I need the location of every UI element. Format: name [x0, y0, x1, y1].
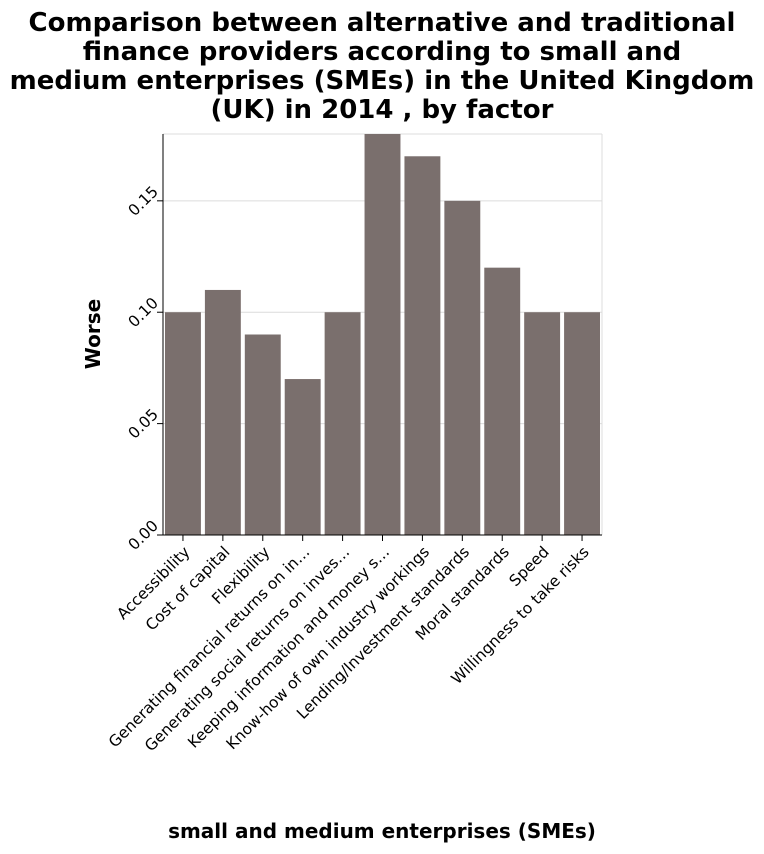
y-tick-label: 0.15: [125, 183, 162, 220]
x-axis-label: small and medium enterprises (SMEs): [168, 819, 596, 843]
y-tick-label: 0.00: [125, 517, 162, 554]
bar: [164, 312, 201, 535]
y-axis-label: Worse: [81, 299, 105, 369]
chart-title-line-3: medium enterprises (SMEs) in the United …: [10, 66, 755, 96]
y-tick-label: 0.10: [125, 294, 162, 331]
bars: [164, 134, 601, 536]
bar: [244, 334, 281, 535]
bar: [364, 134, 401, 535]
bar: [324, 312, 361, 535]
chart-title-line-1: Comparison between alternative and tradi…: [29, 8, 736, 38]
bar: [404, 156, 441, 535]
y-ticks: 0.00 0.05 0.10 0.15: [125, 183, 163, 554]
chart-title-line-2: finance providers according to small and: [83, 37, 681, 67]
y-tick-label: 0.05: [125, 405, 162, 442]
bar: [524, 312, 561, 535]
bar: [284, 379, 321, 535]
bar: [204, 289, 241, 535]
bar: [564, 312, 601, 535]
chart-title-line-4: (UK) in 2014 , by factor: [211, 95, 554, 125]
bar: [444, 200, 481, 536]
chart-title: Comparison between alternative and tradi…: [10, 8, 755, 125]
bar: [484, 267, 521, 535]
